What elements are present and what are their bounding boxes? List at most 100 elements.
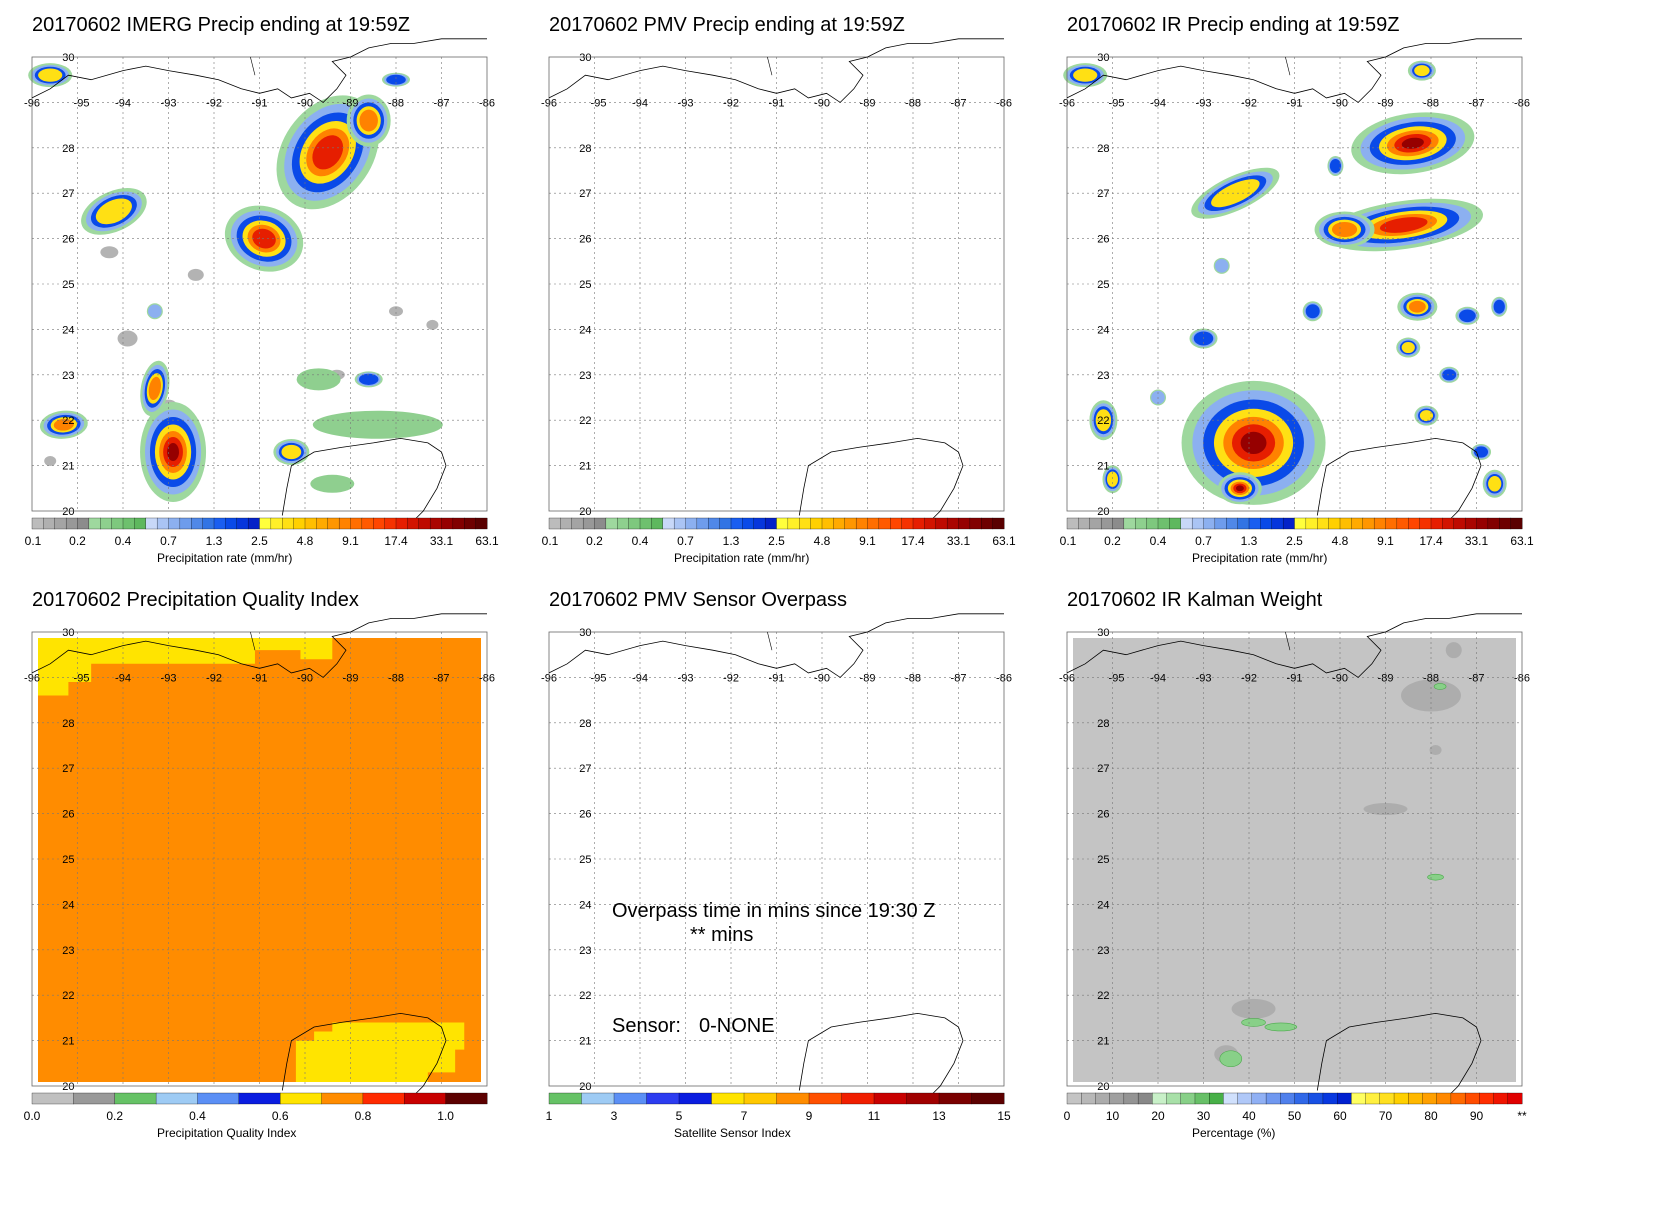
latitude-label: 28 (1097, 718, 1109, 730)
colorbar-swatch (1180, 1092, 1196, 1105)
longitude-label: -87 (434, 672, 450, 684)
colorbar-swatch (134, 517, 147, 530)
latitude-label: 27 (62, 188, 74, 200)
colorbar-swatch (1251, 1092, 1267, 1105)
precip-cell (1408, 300, 1426, 313)
coast-layer (1066, 613, 1522, 1096)
colorbar-swatch (548, 517, 561, 530)
longitude-label: -92 (723, 672, 739, 684)
map-grid: -96 -95 -94 -93 -92 -91 -90 -89 -88 -87 -863028272… (1059, 627, 1530, 1093)
colorbar-swatch (969, 517, 982, 530)
colorbar-swatch (581, 1092, 615, 1105)
colorbar-swatch (1123, 1092, 1139, 1105)
colorbar-tick-label: 0.2 (1104, 534, 1121, 548)
longitude-label: -94 (1150, 672, 1166, 684)
colorbar-swatch (1393, 1092, 1409, 1105)
colorbar-tick-label: 17.4 (901, 534, 925, 548)
coastline (798, 437, 964, 521)
colorbar-swatch (743, 1092, 777, 1105)
map-field (28, 63, 443, 502)
latitude-label: 25 (62, 854, 74, 866)
precip-cell (1442, 369, 1457, 381)
colorbar-swatch (1479, 1092, 1495, 1105)
colorbar-swatch (742, 517, 755, 530)
colorbar-tick-label: 0.1 (1060, 534, 1077, 548)
latitude-label: 26 (1097, 234, 1109, 246)
colorbar-swatch (1123, 517, 1136, 530)
colorbar-swatch (1373, 517, 1386, 530)
latitude-label: 25 (1097, 279, 1109, 291)
colorbar-tick-label: 0.4 (189, 1109, 206, 1123)
coast-layer (548, 38, 1004, 521)
colorbar-swatch (753, 517, 766, 530)
precip-trace (44, 456, 57, 467)
colorbar-swatch (1408, 1092, 1423, 1105)
colorbar-tick-label: 33.1 (947, 534, 971, 548)
colorbar-swatch (452, 517, 465, 530)
colorbar-swatch (1294, 517, 1307, 530)
longitude-label: -92 (206, 97, 222, 109)
colorbar-tick-label: 33.1 (1465, 534, 1489, 548)
longitude-label: -91 (1287, 672, 1303, 684)
colorbar-swatch (1081, 1092, 1096, 1105)
latitude-label: 20 (1097, 506, 1109, 518)
colorbar-title: Satellite Sensor Index (674, 1126, 791, 1140)
precip-cell (1240, 431, 1267, 455)
colorbar-swatch (571, 517, 584, 530)
colorbar-swatch (168, 517, 181, 530)
longitude-label: -87 (434, 97, 450, 109)
colorbar-swatch (1362, 517, 1375, 530)
colorbar-tick-label: 9.1 (342, 534, 359, 548)
colorbar-swatch (808, 1092, 842, 1105)
colorbar-swatch (1100, 517, 1113, 530)
colorbar-swatch (122, 517, 135, 530)
colorbar-swatch (1507, 1092, 1523, 1105)
longitude-label: -91 (769, 97, 785, 109)
colorbar-tick-label: 11 (868, 1109, 881, 1123)
colorbar-swatch (1442, 517, 1455, 530)
coastline (1316, 1012, 1482, 1096)
panel-title: 20170602 IMERG Precip ending at 19:59Z (32, 14, 411, 36)
precip-cell (386, 74, 406, 85)
colorbar-swatch (1408, 517, 1421, 530)
precip-trace (100, 246, 119, 259)
colorbar-swatch (100, 517, 113, 530)
map-frame (548, 631, 1005, 1087)
colorbar-tick-label: 0.1 (542, 534, 559, 548)
colorbar-swatch (1169, 517, 1182, 530)
colorbar-swatch (327, 517, 340, 530)
longitude-label: -88 (905, 97, 921, 109)
latitude-label: 24 (579, 899, 591, 911)
colorbar-swatch (1248, 517, 1261, 530)
colorbar-tick-label: 15 (997, 1109, 1011, 1123)
colorbar-swatch (776, 1092, 810, 1105)
precip-cell (1379, 217, 1428, 233)
precip-cell (1305, 304, 1320, 319)
colorbar-swatch (1282, 517, 1295, 530)
colorbar-swatch (1166, 1092, 1182, 1105)
precip-cell (359, 109, 378, 132)
colorbar-tick-label: 70 (1379, 1109, 1393, 1123)
colorbar-swatch (821, 517, 834, 530)
colorbar-tick-label: 1 (546, 1109, 553, 1123)
panel-title: 20170602 Precipitation Quality Index (32, 589, 359, 611)
longitude-label: -93 (1196, 672, 1212, 684)
latitude-label: 21 (62, 1036, 74, 1048)
precip-cell (53, 418, 74, 431)
colorbar-swatch (111, 517, 124, 530)
colorbar-tick-label: 0.8 (355, 1109, 372, 1123)
longitude-label: -89 (860, 97, 876, 109)
colorbar-swatch (31, 517, 44, 530)
latitude-label: 24 (1097, 899, 1109, 911)
latitude-label: 28 (1097, 143, 1109, 155)
coastline (548, 613, 1004, 678)
coastline (1316, 437, 1482, 521)
precip-cell (1459, 309, 1476, 323)
colorbar-swatch (1430, 517, 1443, 530)
colorbar-swatch (1476, 517, 1489, 530)
kalman-weight-map: -96 -95 -94 -93 -92 -91 -90 -89 -88 -87 -863028272… (1059, 613, 1530, 1123)
precip-cell (1493, 299, 1505, 314)
colorbar-tick-label: 0.4 (115, 534, 132, 548)
latitude-label: 30 (579, 627, 591, 639)
longitude-label: -87 (1469, 672, 1485, 684)
